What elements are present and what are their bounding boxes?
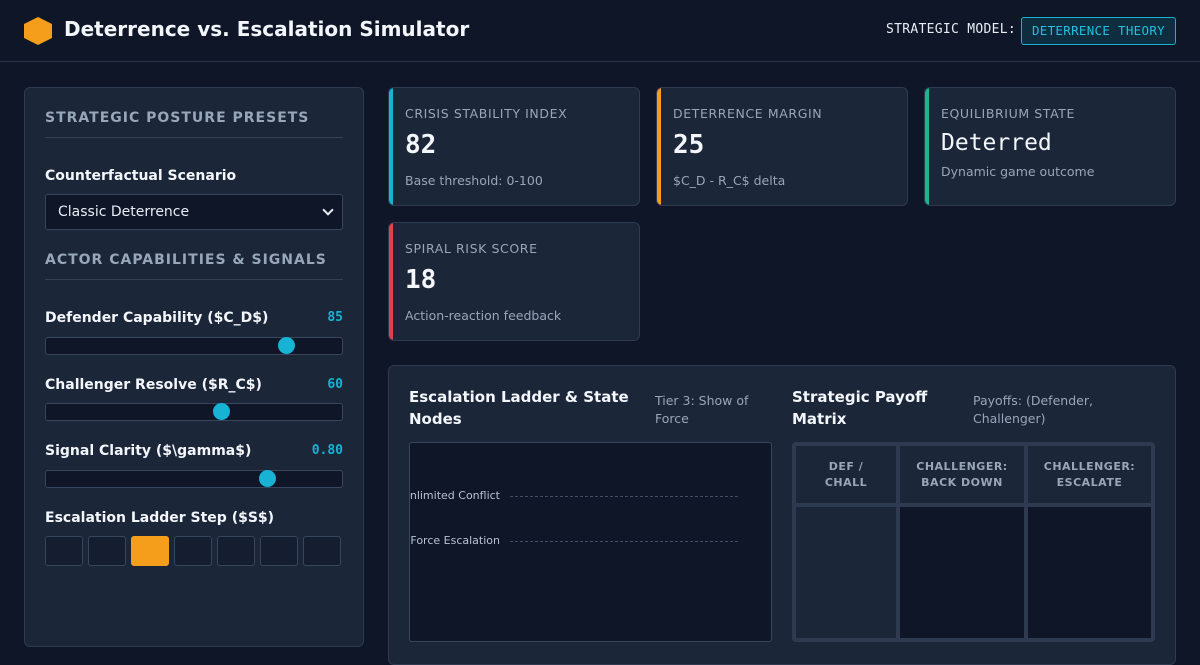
escalation-ladder: Unlimited Conflict Force Escalation	[409, 442, 772, 642]
payoff-title: Strategic Payoff Matrix	[792, 388, 928, 428]
stat-label: CRISIS STABILITY INDEX	[405, 106, 568, 121]
escalation-step-button-7[interactable]	[303, 536, 341, 566]
signal-clarity-value: 0.80	[311, 443, 343, 458]
card-accent	[657, 88, 661, 205]
card-accent	[389, 223, 393, 340]
rung-line	[510, 541, 738, 542]
scenario-select[interactable]: Classic Deterrence	[45, 194, 343, 230]
matrix-cell[interactable]	[1028, 507, 1151, 638]
escalation-step-label: Escalation Ladder Step ($S$)	[45, 510, 275, 526]
stat-label: DETERRENCE MARGIN	[673, 106, 823, 121]
slider-thumb[interactable]	[258, 470, 276, 487]
stat-subtitle: Action-reaction feedback	[405, 308, 562, 323]
matrix-header-corner: DEF / CHALL	[796, 446, 896, 503]
escalation-step-button-5[interactable]	[217, 536, 255, 566]
matrix-cell[interactable]	[900, 507, 1024, 638]
stat-value: 25	[673, 130, 705, 160]
deterrence-margin-card: DETERRENCE MARGIN 25 $C_D - R_C$ delta	[656, 87, 908, 206]
escalation-step-button-3[interactable]	[131, 536, 169, 566]
rung-label: Force Escalation	[410, 534, 500, 547]
ladder-title: Escalation Ladder & State Nodes	[409, 388, 629, 428]
strategic-model-label: STRATEGIC MODEL:	[885, 22, 1016, 37]
payoff-matrix: DEF / CHALL CHALLENGER: BACK DOWN CHALLE…	[792, 442, 1155, 642]
stat-value: 82	[405, 130, 437, 160]
actors-section-title: ACTOR CAPABILITIES & SIGNALS	[45, 252, 343, 280]
analysis-panel: Escalation Ladder & State Nodes Tier 3: …	[388, 365, 1176, 665]
escalation-step-button-2[interactable]	[88, 536, 126, 566]
hexagon-logo-icon	[24, 17, 52, 45]
defender-capability-value: 85	[327, 310, 343, 325]
stat-subtitle: Dynamic game outcome	[941, 164, 1095, 179]
signal-clarity-label: Signal Clarity ($\gamma$)	[45, 443, 252, 459]
stat-subtitle: $C_D - R_C$ delta	[673, 173, 786, 188]
defender-capability-slider[interactable]	[45, 337, 343, 355]
app-header: Deterrence vs. Escalation Simulator STRA…	[0, 0, 1200, 62]
matrix-row-header	[796, 507, 896, 638]
stat-value: Deterred	[941, 130, 1052, 156]
defender-capability-label: Defender Capability ($C_D$)	[45, 310, 269, 326]
payoff-note: Payoffs: (Defender, Challenger)	[973, 393, 1093, 426]
matrix-header-text: CHALLENGER: ESCALATE	[1043, 459, 1136, 489]
rung-label: Unlimited Conflict	[409, 489, 500, 502]
stat-label: EQUILIBRIUM STATE	[941, 106, 1075, 121]
chevron-down-icon	[322, 204, 334, 216]
slider-thumb[interactable]	[212, 403, 230, 420]
presets-section-title: STRATEGIC POSTURE PRESETS	[45, 110, 343, 138]
escalation-step-button-6[interactable]	[260, 536, 298, 566]
matrix-header-text: CHALLENGER: BACK DOWN	[916, 459, 1008, 489]
app-title: Deterrence vs. Escalation Simulator	[64, 17, 470, 41]
crisis-stability-card: CRISIS STABILITY INDEX 82 Base threshold…	[388, 87, 640, 206]
stat-value: 18	[405, 265, 437, 295]
matrix-header-text: DEF / CHALL	[824, 459, 868, 489]
stat-subtitle: Base threshold: 0-100	[405, 173, 543, 188]
card-accent	[925, 88, 929, 205]
stat-label: SPIRAL RISK SCORE	[405, 241, 538, 256]
signal-clarity-slider[interactable]	[45, 470, 343, 488]
equilibrium-state-card: EQUILIBRIUM STATE Deterred Dynamic game …	[924, 87, 1176, 206]
slider-thumb[interactable]	[277, 337, 295, 354]
escalation-step-button-1[interactable]	[45, 536, 83, 566]
challenger-resolve-slider[interactable]	[45, 403, 343, 421]
ladder-tier-note: Tier 3: Show of Force	[655, 393, 749, 426]
strategic-model-badge[interactable]: DETERRENCE THEORY	[1020, 17, 1176, 45]
control-panel: STRATEGIC POSTURE PRESETS Counterfactual…	[24, 87, 364, 647]
escalation-step-button-4[interactable]	[174, 536, 212, 566]
spiral-risk-card: SPIRAL RISK SCORE 18 Action-reaction fee…	[388, 222, 640, 341]
challenger-resolve-value: 60	[327, 377, 343, 392]
matrix-header-back-down: CHALLENGER: BACK DOWN	[900, 446, 1024, 503]
card-accent	[389, 88, 393, 205]
scenario-label: Counterfactual Scenario	[45, 168, 237, 184]
challenger-resolve-label: Challenger Resolve ($R_C$)	[45, 377, 262, 393]
rung-line	[510, 496, 738, 497]
matrix-header-escalate: CHALLENGER: ESCALATE	[1028, 446, 1151, 503]
scenario-select-value: Classic Deterrence	[58, 204, 190, 220]
